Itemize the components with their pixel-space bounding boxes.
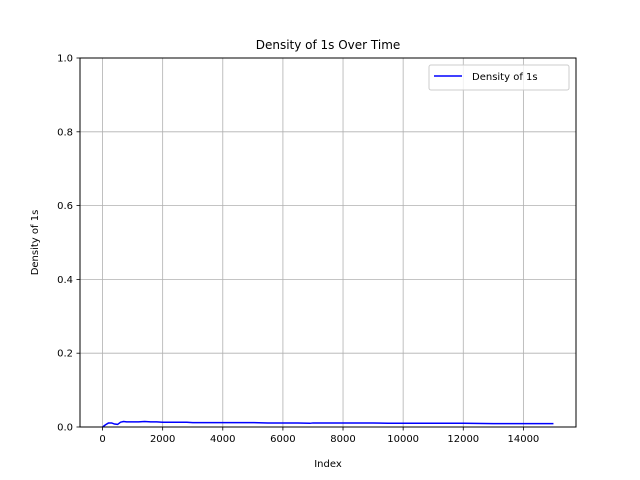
- x-tick-label: 8000: [330, 434, 355, 445]
- series-layer: [102, 420, 554, 428]
- x-tick-label: 12000: [447, 434, 479, 445]
- y-axis-label: Density of 1s: [30, 210, 41, 276]
- x-axis-label: Index: [314, 459, 342, 470]
- ticks: 0 2000 4000 6000 8000 10000 12000 14000 0.0 0.2 0.…: [57, 54, 539, 446]
- x-tick-label: 14000: [507, 434, 539, 445]
- x-tick-label: 6000: [270, 434, 295, 445]
- x-tick-label: 10000: [387, 434, 419, 445]
- legend: Density of 1s: [428, 64, 570, 91]
- series-line: [102, 420, 554, 428]
- plot-frame: [79, 57, 577, 428]
- y-tick-label: 0.0: [57, 423, 73, 434]
- y-tick-label: 0.8: [57, 127, 73, 138]
- legend-label: Density of 1s: [472, 72, 538, 83]
- x-tick-label: 4000: [210, 434, 235, 445]
- y-tick-label: 0.6: [57, 201, 73, 212]
- y-tick-label: 0.4: [57, 275, 73, 286]
- y-tick-label: 1.0: [57, 54, 73, 65]
- plot-background: [80, 58, 576, 427]
- legend-box: [428, 64, 570, 91]
- y-tick-label: 0.2: [57, 349, 73, 360]
- x-tick-label: 0: [99, 434, 105, 445]
- x-tick-label: 2000: [150, 434, 175, 445]
- chart-title: Density of 1s Over Time: [256, 38, 401, 52]
